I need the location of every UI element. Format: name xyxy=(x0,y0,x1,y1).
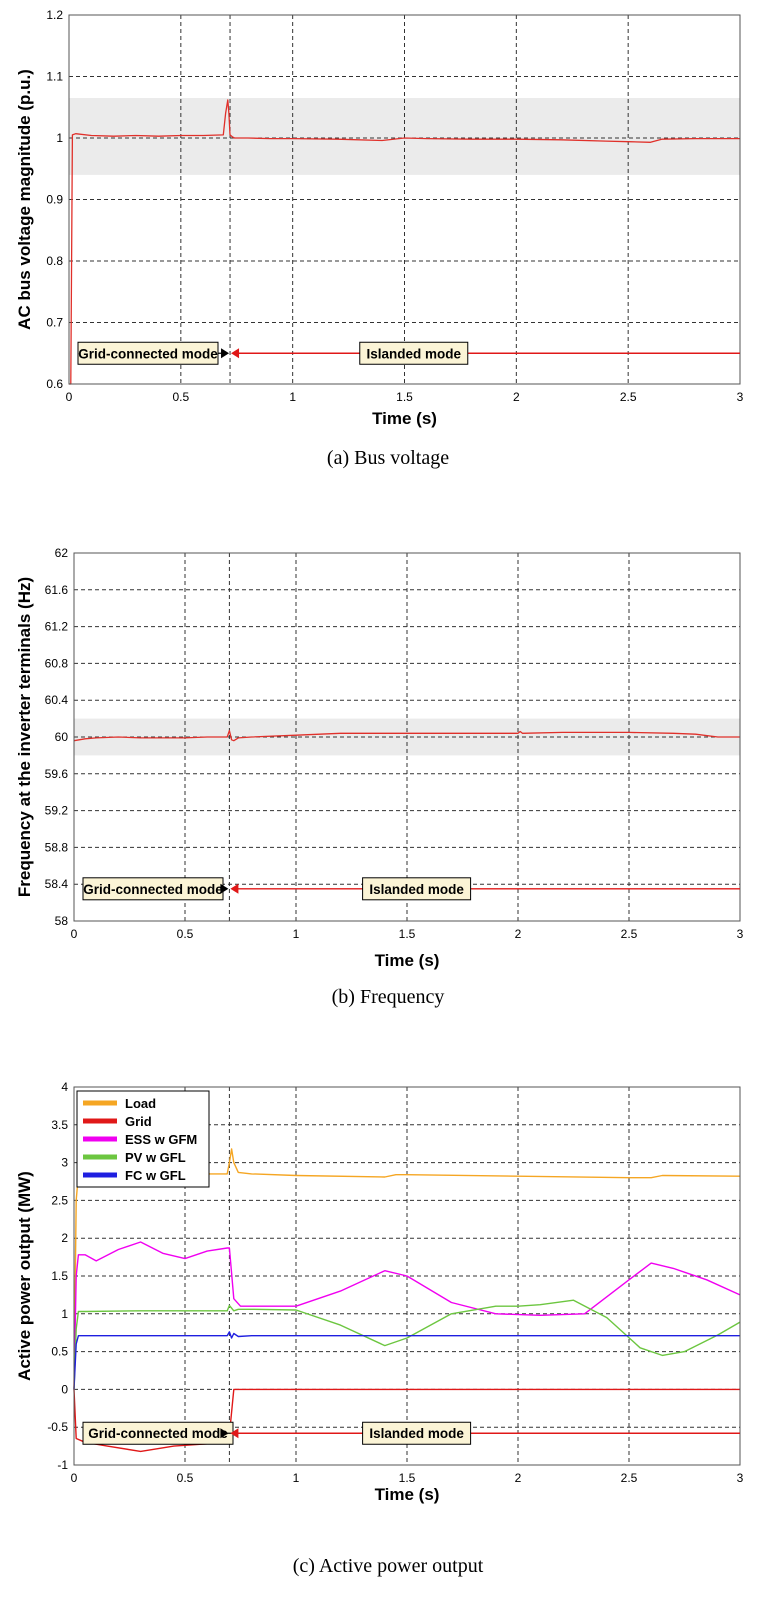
x-tick-label: 2.5 xyxy=(621,1471,638,1485)
islanded-mode-box xyxy=(362,1421,472,1445)
chart-panel-1: 0 0.5 1 1.5 2 2.5 3 0.6 0.7 0.8 0.9 1 1.1 1.2 Time (s)… xyxy=(15,8,744,469)
x-tick-label: 2 xyxy=(513,390,520,404)
x-tick-label: 1.5 xyxy=(399,927,416,941)
x-tick-label: 1.5 xyxy=(399,1471,416,1485)
x-tick-label: 2.5 xyxy=(621,927,638,941)
x-tick-label: 0.5 xyxy=(177,1471,194,1485)
y-tick-label: 62 xyxy=(55,546,69,560)
y-tick-label: 4 xyxy=(61,1080,68,1094)
grid-mode-arrowhead xyxy=(221,348,230,359)
y-tick-label: 58 xyxy=(55,914,69,928)
series-line-1 xyxy=(69,99,740,385)
x-axis-label: Time (s) xyxy=(375,951,440,970)
x-tick-label: 2 xyxy=(515,1471,522,1485)
y-axis-label: Active power output (MW) xyxy=(15,1171,34,1381)
islanded-mode-label: Islanded mode xyxy=(369,1426,464,1441)
islanded-mode-arrowhead xyxy=(230,1428,239,1439)
y-tick-label: 0.9 xyxy=(46,193,63,207)
chart-panel-2: 0 0.5 1 1.5 2 2.5 3 58 58.4 58.8 59.2 59.6 60 60.4 60.… xyxy=(15,546,744,1008)
x-tick-label: 0.5 xyxy=(177,927,194,941)
x-axis-label: Time (s) xyxy=(375,1485,440,1504)
y-tick-label: -0.5 xyxy=(47,1420,68,1434)
y-tick-label: 59.6 xyxy=(45,767,69,781)
islanded-mode-arrowhead xyxy=(231,348,240,359)
y-tick-label: 61.6 xyxy=(45,583,69,597)
x-tick-label: 0 xyxy=(66,390,73,404)
y-tick-label: 2.5 xyxy=(51,1193,68,1207)
grid-mode-arrowhead xyxy=(220,883,229,894)
y-tick-label: 1 xyxy=(56,131,63,145)
y-tick-label: 60 xyxy=(55,730,69,744)
y-tick-label: 1 xyxy=(61,1307,68,1321)
legend-label: PV w GFL xyxy=(125,1150,186,1165)
y-tick-label: 0.7 xyxy=(46,316,63,330)
y-tick-label: 2 xyxy=(61,1231,68,1245)
y-axis-label: Frequency at the inverter terminals (Hz) xyxy=(15,577,34,897)
x-tick-label: 2.5 xyxy=(620,390,637,404)
figure-caption: (c) Active power output xyxy=(293,1555,484,1577)
x-tick-label: 0.5 xyxy=(172,390,189,404)
y-tick-label: 0.5 xyxy=(51,1345,68,1359)
islanded-mode-box xyxy=(362,877,472,901)
islanded-mode-label: Islanded mode xyxy=(367,346,462,361)
x-tick-label: 1 xyxy=(293,1471,300,1485)
legend-label: Load xyxy=(125,1096,156,1111)
x-tick-label: 1 xyxy=(289,390,296,404)
series-line-1 xyxy=(73,729,740,742)
y-tick-label: 0.8 xyxy=(46,254,63,268)
x-tick-label: 0 xyxy=(71,927,78,941)
islanded-mode-label: Islanded mode xyxy=(369,882,464,897)
legend-label: ESS w GFM xyxy=(125,1132,197,1147)
plot-frame xyxy=(73,552,741,922)
y-tick-label: 3 xyxy=(61,1156,68,1170)
y-tick-label: 3.5 xyxy=(51,1118,68,1132)
y-tick-label: 0 xyxy=(61,1382,68,1396)
grid-connected-mode-label: Grid-connected mode xyxy=(78,346,218,361)
x-tick-label: 1 xyxy=(293,927,300,941)
y-tick-label: 58.8 xyxy=(45,840,69,854)
series-line-fc-w-gfl xyxy=(73,1331,740,1390)
plot-frame xyxy=(73,1086,741,1466)
y-tick-label: 58.4 xyxy=(45,877,69,891)
legend-label: FC w GFL xyxy=(125,1168,186,1183)
grid-connected-mode-label: Grid-connected mode xyxy=(88,1426,228,1441)
plot-frame xyxy=(68,14,741,385)
x-tick-label: 0 xyxy=(71,1471,78,1485)
x-tick-label: 3 xyxy=(737,927,744,941)
y-tick-label: 60.8 xyxy=(45,656,69,670)
y-tick-label: 59.2 xyxy=(45,804,69,818)
grid-connected-mode-label: Grid-connected mode xyxy=(83,882,223,897)
grid-mode-arrowhead xyxy=(220,1428,229,1439)
y-tick-label: 1.2 xyxy=(46,8,63,22)
x-tick-label: 2 xyxy=(515,927,522,941)
y-tick-label: 1.5 xyxy=(51,1269,68,1283)
islanded-mode-box xyxy=(359,341,469,365)
y-tick-label: 61.2 xyxy=(45,620,69,634)
series-line-ess-w-gfm xyxy=(73,1241,741,1390)
islanded-mode-arrowhead xyxy=(230,883,239,894)
y-tick-label: -1 xyxy=(57,1458,68,1472)
figure-caption: (a) Bus voltage xyxy=(327,447,449,469)
legend-label: Grid xyxy=(125,1114,152,1129)
x-tick-label: 1.5 xyxy=(396,390,413,404)
y-axis-label: AC bus voltage magnitude (p.u.) xyxy=(15,69,34,330)
x-axis-label: Time (s) xyxy=(372,409,437,428)
x-tick-label: 3 xyxy=(737,390,744,404)
figure-caption: (b) Frequency xyxy=(332,986,445,1008)
y-tick-label: 1.1 xyxy=(46,70,63,84)
chart-panel-3: 0 0.5 1 1.5 2 2.5 3 -1 -0.5 0 0.5 1 1.5 2 2.5 3 3.5 4 Time… xyxy=(15,1080,744,1577)
y-tick-label: 0.6 xyxy=(46,377,63,391)
x-tick-label: 3 xyxy=(737,1471,744,1485)
y-tick-label: 60.4 xyxy=(45,693,69,707)
